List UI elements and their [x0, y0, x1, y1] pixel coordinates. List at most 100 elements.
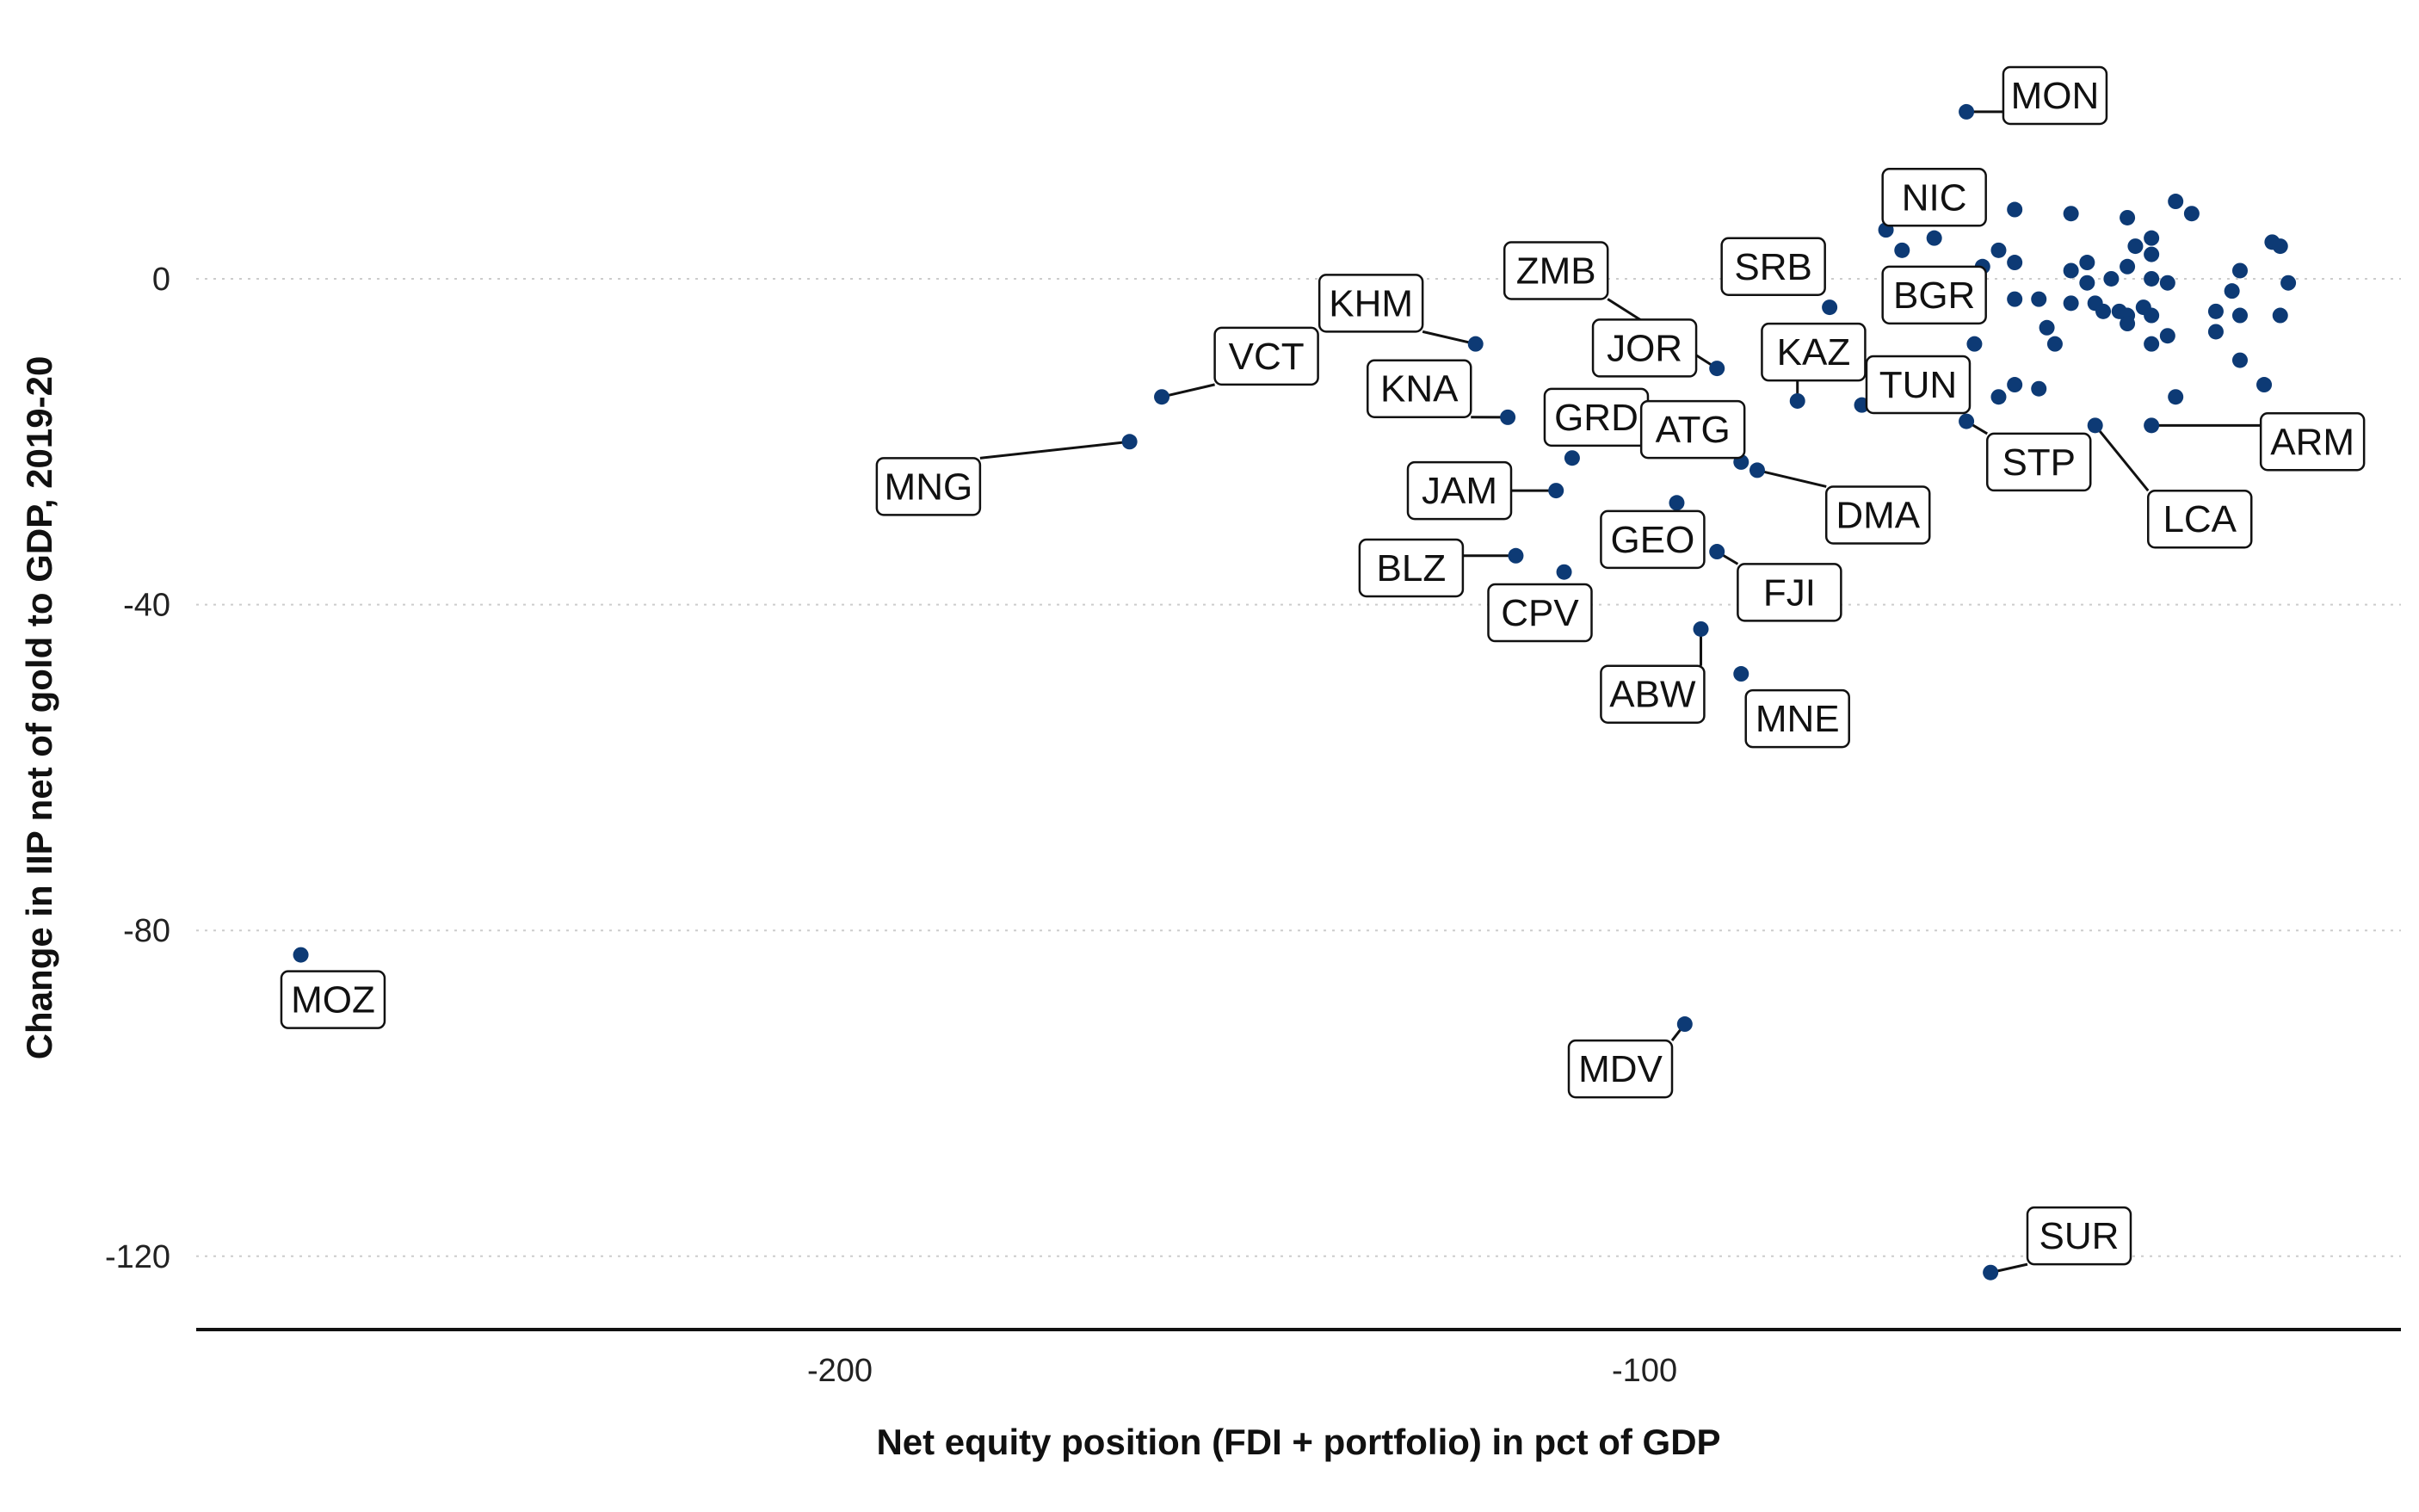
data-point [2079, 255, 2095, 270]
data-point [2160, 328, 2175, 343]
data-point [2144, 271, 2159, 287]
label-text: ATG [1656, 409, 1731, 451]
label-text: NIC [1902, 176, 1967, 219]
data-point-nic [1927, 231, 1942, 246]
label-text: ZMB [1516, 250, 1596, 292]
data-point [2031, 381, 2046, 397]
data-point-khm [1468, 336, 1484, 352]
data-point-mon [1959, 104, 1974, 120]
data-point-mne [1733, 666, 1749, 682]
data-point [2232, 353, 2248, 368]
data-point [2144, 336, 2159, 352]
point-label-khm: KHM [1319, 275, 1422, 331]
y-tick-label: -40 [123, 588, 170, 624]
label-text: MNE [1756, 698, 1840, 740]
data-point [2144, 231, 2159, 246]
point-label-mne: MNE [1746, 690, 1849, 747]
label-leader-line [2095, 425, 2149, 491]
x-tick-label: -100 [1612, 1353, 1677, 1389]
data-point [1966, 336, 1982, 352]
y-axis-title: Change in IIP net of gold to GDP, 2019-2… [19, 356, 59, 1060]
x-axis-title: Net equity position (FDI + portfolio) in… [876, 1422, 1720, 1462]
label-text: STP [2002, 441, 2076, 484]
data-point-moz [293, 947, 309, 963]
data-point-kaz [1790, 393, 1805, 409]
point-label-nic: NIC [1883, 169, 1986, 225]
point-label-tun: TUN [1867, 356, 1970, 413]
data-point [2095, 304, 2111, 319]
data-point [2273, 308, 2288, 324]
x-tick-label: -200 [807, 1353, 873, 1389]
label-text: JOR [1607, 327, 1682, 369]
data-point-sur [1983, 1265, 1998, 1281]
data-point [2127, 238, 2143, 254]
data-point [2256, 377, 2272, 392]
point-layer [293, 104, 2297, 1281]
data-point [2144, 247, 2159, 262]
label-text: MOZ [291, 979, 375, 1021]
point-label-zmb: ZMB [1504, 242, 1608, 299]
data-point [2007, 377, 2022, 392]
point-label-cpv: CPV [1489, 584, 1592, 641]
label-text: ARM [2270, 421, 2354, 463]
data-point [1990, 389, 2006, 404]
point-label-fji: FJI [1737, 564, 1841, 620]
data-point-vct [1154, 389, 1169, 404]
label-text: ABW [1609, 674, 1696, 716]
data-point-fji [1709, 544, 1725, 559]
data-point [2208, 304, 2224, 319]
point-label-stp: STP [1987, 434, 2090, 491]
point-label-mng: MNG [877, 458, 980, 515]
data-point [2273, 238, 2288, 254]
point-label-jam: JAM [1408, 462, 1511, 519]
data-point-kna [1500, 410, 1515, 425]
point-label-atg: ATG [1641, 401, 1744, 458]
y-tick-label: 0 [152, 262, 170, 298]
data-point [2280, 275, 2296, 291]
data-point-cpv [1557, 565, 1572, 580]
point-label-jor: JOR [1593, 319, 1696, 376]
data-point [2007, 202, 2022, 218]
data-point-grd [1564, 450, 1580, 466]
data-point [2144, 308, 2159, 324]
data-point-arm [2144, 417, 2159, 433]
data-point-geo [1669, 495, 1684, 510]
data-point-blz [1508, 548, 1523, 564]
data-point [2064, 262, 2079, 278]
data-point [2047, 336, 2063, 352]
data-point [2168, 389, 2183, 404]
data-point-mdv [1677, 1016, 1693, 1032]
point-label-dma: DMA [1826, 486, 1929, 543]
point-label-grd: GRD [1545, 389, 1648, 446]
data-point-mng [1122, 434, 1138, 449]
data-point [2225, 283, 2240, 299]
data-point [2031, 292, 2046, 307]
data-point [2039, 320, 2055, 336]
label-text: BGR [1893, 275, 1975, 317]
data-point [2007, 255, 2022, 270]
data-point [2232, 262, 2248, 278]
data-point [2064, 295, 2079, 311]
data-point [2007, 292, 2022, 307]
data-point [1894, 243, 1910, 258]
label-text: KAZ [1777, 331, 1851, 373]
data-point [2079, 275, 2095, 291]
label-text: BLZ [1377, 547, 1447, 589]
data-point-zmb [1709, 361, 1725, 376]
data-point [2160, 275, 2175, 291]
point-label-bgr: BGR [1883, 267, 1986, 324]
label-text: MNG [885, 466, 973, 508]
data-point-stp [1959, 414, 1974, 429]
data-point [2232, 308, 2248, 324]
point-label-kaz: KAZ [1762, 324, 1865, 380]
data-point [2184, 206, 2200, 221]
point-label-blz: BLZ [1360, 540, 1463, 596]
label-text: KNA [1380, 368, 1459, 410]
label-text: LCA [2163, 498, 2237, 540]
grid-layer [196, 279, 2401, 1256]
label-leader-line [980, 441, 1130, 458]
label-text: FJI [1763, 571, 1816, 614]
label-text: DMA [1836, 494, 1920, 536]
data-point [2208, 324, 2224, 339]
